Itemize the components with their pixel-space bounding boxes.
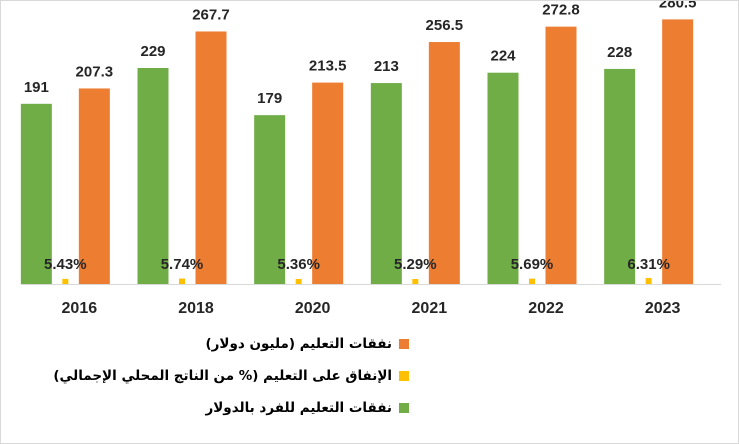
data-label-gdp-share: 6.31%	[627, 256, 670, 273]
data-label-gdp-share: 5.43%	[44, 256, 87, 273]
data-label-per-capita: 229	[140, 43, 165, 60]
legend-swatch-per-capita	[399, 403, 409, 413]
x-tick-label: 2016	[62, 300, 98, 317]
bar-per-capita	[604, 68, 636, 284]
legend-label-spending: نفقات التعليم (مليون دولار)	[205, 336, 392, 352]
data-label-spending: 207.3	[76, 63, 114, 80]
legend-item-per-capita: نفقات التعليم للفرد بالدولار	[205, 398, 409, 418]
data-label-spending: 280.5	[659, 1, 697, 11]
bar-gdp-share	[645, 278, 652, 284]
bar-gdp-share	[529, 278, 535, 284]
bar-gdp-share	[179, 278, 185, 284]
bar-per-capita	[254, 115, 286, 284]
data-label-per-capita: 179	[257, 90, 282, 107]
x-tick-label: 2018	[178, 300, 214, 317]
bar-spending	[312, 82, 344, 285]
data-label-spending: 256.5	[426, 17, 464, 34]
bar-gdp-share	[412, 279, 419, 284]
x-tick-label: 2020	[295, 300, 331, 317]
data-label-spending: 267.7	[192, 6, 230, 23]
chart-plot: 191 207.3 5.43% 2016 229 267.7 5.74% 2018 179 213…	[20, 1, 721, 317]
bar-spending	[662, 19, 694, 285]
legend-swatch-spending	[399, 339, 409, 349]
data-label-per-capita: 191	[24, 79, 49, 96]
data-label-per-capita: 213	[374, 58, 399, 75]
bar-per-capita	[487, 72, 519, 285]
bar-per-capita	[370, 83, 402, 284]
data-label-gdp-share: 5.29%	[394, 256, 437, 273]
x-tick-label: 2023	[645, 300, 681, 317]
bar-gdp-share	[62, 278, 69, 284]
bar-spending	[78, 88, 110, 285]
data-label-per-capita: 228	[607, 44, 632, 61]
legend-label-gdp-share: الإنفاق على التعليم (% من الناتج المحلي …	[53, 368, 392, 384]
x-tick-label: 2022	[528, 300, 564, 317]
x-tick-label: 2021	[412, 300, 448, 317]
bar-gdp-share	[295, 278, 302, 284]
data-label-gdp-share: 5.74%	[161, 256, 204, 273]
legend-item-gdp-share: الإنفاق على التعليم (% من الناتج المحلي …	[53, 366, 409, 386]
bar-per-capita	[137, 67, 169, 284]
legend-item-spending: نفقات التعليم (مليون دولار)	[205, 334, 409, 354]
bar-per-capita	[20, 103, 52, 284]
bar-spending	[545, 26, 577, 285]
bar-spending	[428, 42, 460, 284]
legend-label-per-capita: نفقات التعليم للفرد بالدولار	[205, 400, 392, 416]
data-label-spending: 213.5	[309, 58, 347, 75]
data-label-spending: 272.8	[542, 2, 580, 19]
data-label-per-capita: 224	[490, 48, 516, 65]
data-label-gdp-share: 5.36%	[277, 256, 320, 273]
legend-swatch-gdp-share	[399, 371, 409, 381]
legend: نفقات التعليم (مليون دولار) الإنفاق على …	[53, 334, 409, 430]
bar-spending	[195, 31, 227, 285]
data-label-gdp-share: 5.69%	[511, 256, 554, 273]
